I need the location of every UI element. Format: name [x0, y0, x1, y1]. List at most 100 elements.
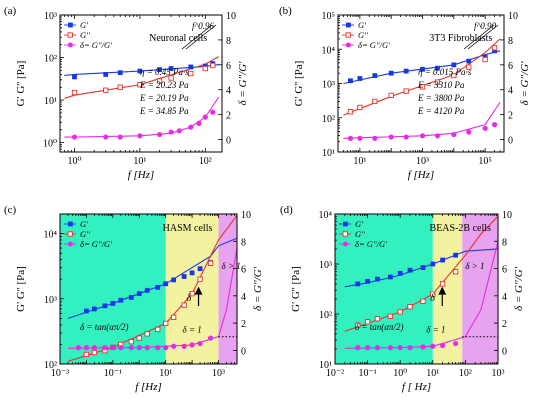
annotations: δ = tan(απ/2) δ = 1 δ > 1 δ	[80, 261, 241, 335]
point-gdoubleprime	[91, 349, 98, 356]
point-gdoubleprime	[189, 291, 195, 297]
point-gprime	[357, 76, 363, 81]
annotation-delta-gt: δ > 1	[222, 261, 241, 271]
zone-1	[165, 214, 219, 364]
point-delta	[188, 124, 194, 130]
point-gprime	[181, 274, 187, 279]
annotation-delta-gt: δ > 1	[465, 261, 484, 271]
point-delta	[355, 345, 361, 351]
y2-tick-label: 8	[508, 36, 513, 47]
legend-marker	[68, 22, 73, 28]
legend-marker	[67, 241, 73, 247]
legend-label: δ= G''/G'	[80, 40, 112, 50]
point-gdoubleprime	[144, 331, 150, 337]
point-delta	[202, 114, 208, 120]
point-gprime	[492, 48, 497, 54]
point-delta	[210, 109, 216, 115]
point-gprime	[155, 284, 161, 290]
point-gdoubleprime	[155, 326, 161, 333]
point-gdoubleprime	[430, 291, 436, 297]
point-gdoubleprime	[387, 313, 394, 319]
point-gprime	[117, 70, 123, 76]
annotation: E = 34.85 Pa	[139, 106, 189, 116]
x-tick-label: 10¹	[426, 368, 439, 379]
legend-label: G'	[80, 20, 88, 30]
x-tick-label: 10⁻¹	[104, 368, 122, 379]
annotation-delta-one: δ = 1	[426, 325, 445, 335]
point-gprime	[348, 78, 353, 84]
y2-tick-label: 10	[502, 210, 512, 221]
point-gprime	[430, 261, 436, 267]
point-delta	[103, 134, 109, 140]
point-gdoubleprime	[170, 314, 177, 320]
point-gprime	[407, 267, 413, 273]
x-tick-label: 10⁰	[68, 156, 82, 167]
legend-label: G''	[80, 30, 90, 40]
point-delta	[128, 345, 134, 351]
y2-tick-label: 4	[226, 86, 231, 97]
y-tick-label: 10²	[322, 114, 335, 125]
slope-line	[185, 24, 217, 50]
point-gprime	[137, 68, 143, 74]
panel-title: Neuronal cells	[149, 33, 207, 44]
ticks: 10⁻³ 10⁻¹ 10¹ 10³ 10² 10³ 10⁴ 0 2 4 6 8 10	[44, 210, 252, 379]
panel-label: (b)	[279, 5, 292, 17]
point-gdoubleprime	[372, 98, 378, 105]
x-tick-label: 10⁰	[393, 368, 407, 379]
point-gdoubleprime	[83, 351, 90, 358]
point-delta	[71, 134, 78, 140]
point-gprime	[435, 65, 440, 71]
point-gprime	[451, 62, 457, 68]
arrow-up-icon	[194, 286, 203, 306]
fit-line-0	[344, 248, 498, 288]
legend-label: δ= G''/G'	[355, 239, 387, 249]
y2-tick-label: 8	[241, 237, 246, 248]
annotation: E = 4120 Pa	[417, 106, 465, 116]
x-tick-label: 10¹	[159, 368, 172, 379]
point-delta	[403, 134, 409, 140]
annotation: η = 0.45 Pa·s	[140, 67, 189, 77]
annotation: E = 20.23 Pa	[139, 80, 189, 90]
x-tick-label: 10⁻²	[326, 368, 344, 379]
point-gdoubleprime	[434, 79, 441, 85]
point-delta	[197, 340, 203, 347]
point-delta	[434, 133, 441, 139]
y2-tick-label: 0	[508, 136, 513, 147]
point-delta	[420, 344, 426, 350]
annotation-tan: δ = tan(απ/2)	[355, 322, 404, 332]
y2-tick-label: 6	[241, 265, 246, 276]
annotations: f^0.96 η = 0.45 Pa·s E = 20.23 Pa E = 20.19…	[139, 21, 217, 116]
point-delta	[397, 345, 403, 351]
annotation-delta: δ	[187, 293, 192, 304]
y2-tick-label: 0	[502, 346, 507, 357]
point-gdoubleprime	[419, 84, 426, 90]
point-gprime	[403, 68, 409, 74]
point-gdoubleprime	[103, 87, 109, 93]
point-gprime	[466, 58, 472, 64]
point-delta	[171, 343, 177, 349]
panel-label: (a)	[4, 5, 17, 17]
point-gdoubleprime	[347, 109, 354, 115]
legend-marker	[67, 42, 73, 48]
point-delta	[372, 135, 378, 141]
point-delta	[452, 340, 459, 347]
point-gprime	[440, 257, 446, 263]
plot-frame	[59, 14, 223, 153]
annotations: δ = tan(απ/2) δ = 1 δ > 1 δ	[355, 261, 485, 335]
x-axis-label: f [Hz]	[128, 169, 155, 181]
point-gdoubleprime	[397, 309, 403, 315]
point-gdoubleprime	[168, 75, 174, 81]
point-gprime	[157, 67, 162, 72]
x-axis-label: f [ Hz]	[402, 381, 431, 393]
point-gdoubleprime	[374, 316, 381, 322]
point-gdoubleprime	[210, 62, 216, 69]
point-delta	[110, 345, 116, 351]
panel-label: (d)	[280, 204, 293, 216]
point-gdoubleprime	[364, 319, 371, 325]
point-gdoubleprime	[117, 84, 123, 90]
legend-label: G''	[80, 229, 90, 239]
point-gdoubleprime	[188, 70, 194, 77]
x-tick-label: 10²	[199, 156, 212, 167]
y2-tick-label: 2	[502, 319, 507, 330]
